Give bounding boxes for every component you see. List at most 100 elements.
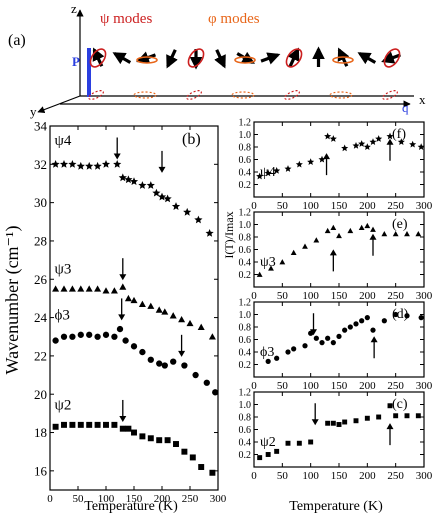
y-tick-label: 0.4 [239,258,252,269]
right-ylabel: I(T)/Imax [222,211,236,258]
data-point-square [353,418,359,424]
data-point-circle [325,335,331,341]
phi-mode-ellipse [136,56,158,64]
panel-f-chart: 0 50 100 150 200 250 300 0.20.4 0.60.8 1.01.2 (f) ψ… [239,118,433,213]
legend-phi-modes: φ modes [208,11,260,27]
data-point-triangle [404,230,410,237]
data-point-circle [203,379,210,386]
mode-projection [284,90,300,100]
series-label: ψ3 [260,255,276,270]
data-point-triangle [279,259,286,265]
mode-projection [186,90,202,100]
arrow-head [323,153,331,160]
data-point-star [146,181,155,189]
y-tick-label: 0.4 [239,168,252,179]
data-point-triangle [358,224,365,230]
y-tick-label: 1.2 [239,208,252,219]
event-arrow [369,233,377,256]
y-tick-label: 0.6 [239,335,252,346]
spin-arrow [381,51,402,64]
y-tick-label: 0.2 [239,450,252,461]
arrow-head [370,336,378,343]
event-arrow [113,137,121,160]
event-arrow [310,313,317,336]
x-tick-label: 300 [416,290,433,302]
panel-label: (e) [392,217,408,232]
data-point-star [369,138,377,145]
spin-arrow [236,51,256,64]
x-tick-label: 250 [387,200,404,212]
data-point-circle [170,358,177,365]
psi-mode-ellipse [187,48,205,68]
data-point-star [51,160,60,168]
event-arrow [370,336,378,359]
data-point-triangle [392,230,399,237]
data-point-circle [302,343,308,349]
data-point-circle [77,331,84,338]
arrow-head [310,329,317,336]
data-point-circle [156,360,163,367]
data-point-square [119,425,126,432]
data-point-square [131,429,137,436]
psi-mode-ellipse [383,48,401,68]
x-tick-label: 100 [302,290,319,302]
arrow-head [311,419,319,426]
data-point-star [59,160,69,168]
data-point-circle [181,362,188,369]
data-point-circle [285,349,291,355]
series-label: ψ3 [54,262,71,278]
data-point-star [152,188,161,197]
panel-label: (d) [392,307,409,322]
x-tick-label: 200 [154,493,171,505]
data-point-star [163,194,172,203]
data-point-star [318,155,326,163]
x-tick-label: 200 [359,470,376,482]
data-point-star [284,165,292,172]
data-point-square [147,435,154,442]
y-tick-label: 18 [34,425,47,440]
event-arrow [311,403,319,426]
data-point-square [274,448,280,454]
data-point-circle [116,325,124,333]
data-point-square [308,439,314,445]
data-point-star [118,173,127,182]
data-point-star [352,142,360,149]
spin-arrow [357,52,377,65]
data-point-star [93,161,102,170]
y-tick-label: 20 [34,387,47,402]
y-tick-label: 16 [34,463,48,478]
event-arrow [119,399,127,422]
mode-projection [329,91,353,99]
data-point-circle [130,343,138,350]
data-point-triangle [94,285,102,292]
data-point-square [265,452,271,457]
x-tick-label: 250 [387,470,404,482]
data-point-square [181,448,188,455]
series-label: ψ4 [54,133,71,149]
data-point-square [257,455,263,461]
x-tick-label: 0 [47,493,53,505]
panel-label: (c) [392,397,408,412]
data-point-square [325,420,331,426]
x-tick-label: 50 [277,470,289,482]
series-label: ψ4 [260,165,276,180]
x-tick-label: 200 [359,380,376,392]
y-tick-label: 0.2 [239,360,252,371]
arrow-head [113,153,121,160]
y-tick-label: 0.2 [239,270,252,281]
data-point-circle [342,327,348,333]
y-tick-label: 0.2 [239,180,252,191]
x-tick-label: 0 [251,470,257,482]
data-point-triangle [364,222,371,229]
data-point-star [358,140,366,147]
data-point-circle [364,315,370,321]
data-point-circle [370,327,376,333]
data-point-square [164,437,171,444]
data-point-star [124,175,133,184]
data-point-square [336,422,342,427]
polarization-label: P [72,54,80,69]
data-point-circle [274,355,280,361]
series-label: ϕ3 [260,345,274,360]
data-point-triangle [197,323,205,330]
